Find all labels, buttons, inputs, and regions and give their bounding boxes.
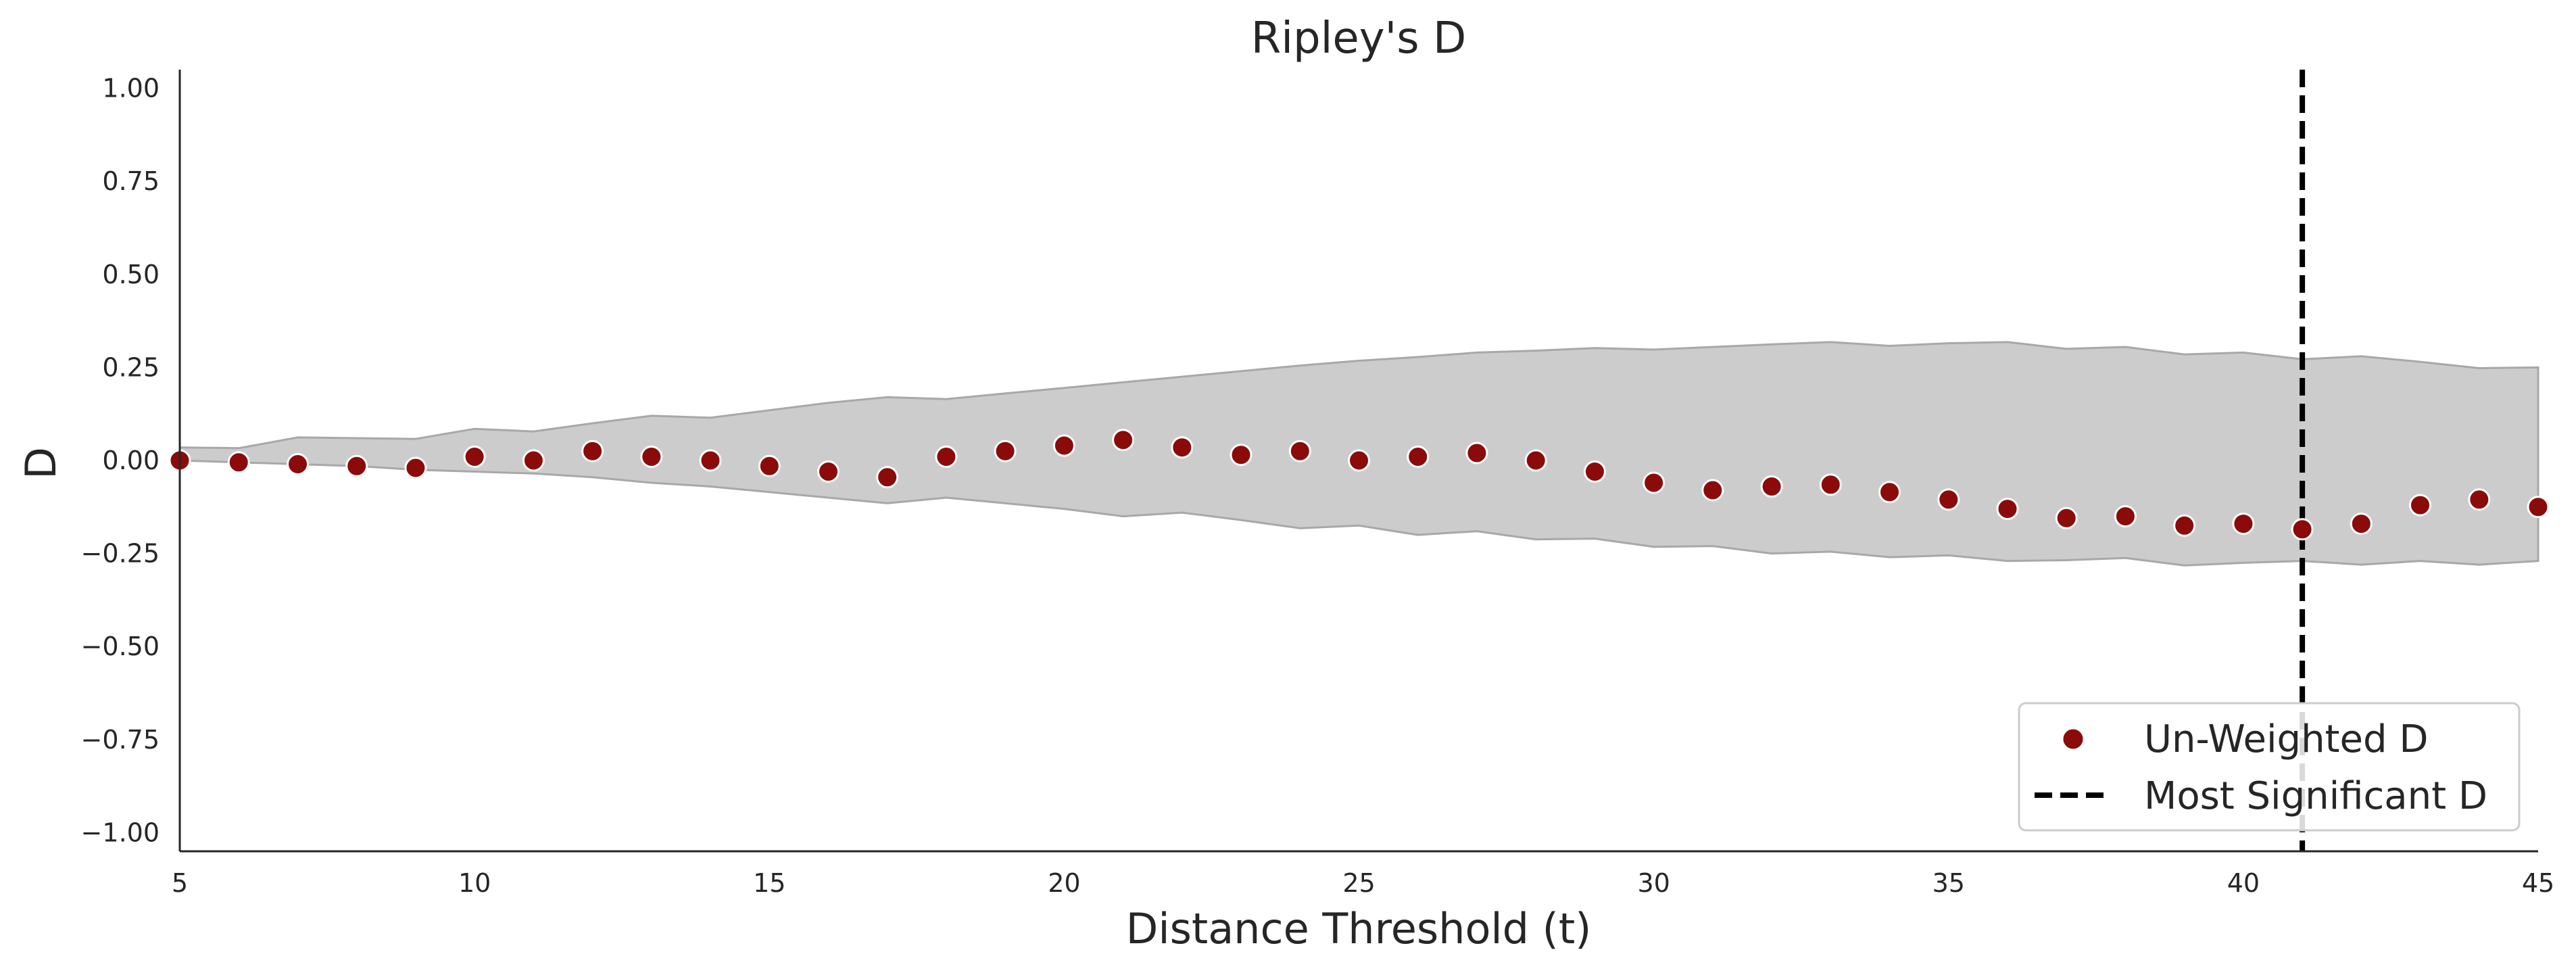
- data-point: [758, 454, 781, 477]
- data-point: [1937, 488, 1960, 511]
- data-point: [404, 456, 427, 479]
- data-point: [1701, 479, 1724, 502]
- legend-marker-un-weighted-d: [2061, 727, 2085, 751]
- data-point: [1112, 429, 1135, 452]
- y-axis-title: D: [16, 447, 66, 479]
- data-point: [1819, 473, 1842, 496]
- legend-label-most-significant-d: Most Significant D: [2144, 774, 2487, 818]
- data-point: [581, 440, 604, 462]
- y-tick-label: 0.25: [102, 352, 160, 382]
- x-tick-label: 45: [2522, 868, 2554, 898]
- ticks-layer: 5 10 15 20 25 30 35 40 45 1.00 0.75 0.50 0.25 0.00 −0.…: [81, 74, 2555, 898]
- chart-title: Ripley's D: [1251, 14, 1466, 64]
- data-point: [1348, 449, 1370, 472]
- x-tick-label: 35: [1933, 868, 1965, 898]
- data-point: [699, 449, 722, 472]
- x-tick-label: 40: [2227, 868, 2260, 898]
- data-point: [1230, 444, 1253, 467]
- data-point: [2173, 514, 2196, 537]
- x-tick-label: 30: [1637, 868, 1670, 898]
- data-point: [817, 460, 840, 483]
- data-point: [1288, 440, 1311, 462]
- data-point: [2527, 496, 2550, 519]
- data-points-layer: [168, 429, 2550, 541]
- data-point: [640, 446, 663, 468]
- data-point: [1878, 481, 1901, 504]
- y-tick-label: 0.50: [102, 260, 160, 289]
- data-point: [1171, 436, 1194, 459]
- data-point: [2055, 506, 2078, 529]
- data-point: [1996, 498, 2019, 521]
- data-point: [2409, 494, 2431, 517]
- legend-frame: [2018, 702, 2521, 832]
- x-tick-label: 10: [458, 868, 491, 898]
- y-tick-label: 0.00: [102, 446, 160, 475]
- data-point: [1407, 446, 1430, 468]
- data-point: [935, 446, 958, 468]
- data-point: [227, 451, 250, 474]
- legend-label-un-weighted-d: Un-Weighted D: [2144, 717, 2428, 761]
- data-point: [994, 440, 1017, 462]
- x-tick-label: 15: [753, 868, 785, 898]
- x-axis-title: Distance Threshold (t): [1126, 904, 1592, 953]
- data-point: [1583, 460, 1606, 483]
- data-point: [2468, 488, 2491, 511]
- data-point: [876, 466, 899, 489]
- x-tick-label: 25: [1342, 868, 1375, 898]
- data-point: [1524, 449, 1547, 472]
- data-point: [1465, 442, 1488, 465]
- y-tick-label: −0.75: [81, 725, 160, 755]
- data-point: [463, 446, 486, 468]
- data-point: [1643, 471, 1666, 494]
- legend: Un-Weighted D Most Significant D: [2018, 702, 2521, 832]
- data-point: [2291, 518, 2314, 541]
- y-tick-label: 0.75: [102, 166, 160, 196]
- data-point: [1052, 434, 1075, 457]
- data-point: [1760, 475, 1783, 498]
- data-point: [2350, 513, 2373, 536]
- data-point: [522, 449, 545, 472]
- x-tick-label: 5: [172, 868, 188, 898]
- y-tick-label: 1.00: [102, 74, 160, 103]
- data-point: [2232, 513, 2255, 536]
- y-tick-label: −0.25: [81, 539, 160, 569]
- y-tick-label: −1.00: [81, 817, 160, 847]
- x-tick-label: 20: [1048, 868, 1080, 898]
- y-tick-label: −0.50: [81, 632, 160, 661]
- data-point: [2114, 505, 2137, 528]
- data-point: [345, 454, 368, 477]
- axes-layer: [178, 70, 2538, 853]
- data-point: [287, 453, 309, 475]
